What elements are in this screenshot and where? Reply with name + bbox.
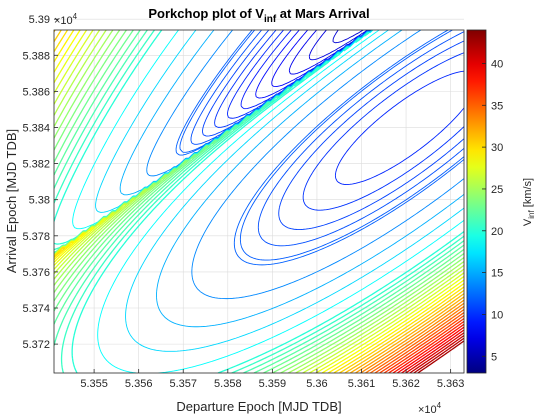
contour-line bbox=[54, 30, 464, 373]
y-axis-ticks: 5.372 5.374 5.376 5.378 5.38 5.382 5.384 5.386 5… bbox=[22, 14, 58, 351]
x-tick-label: 5.36 bbox=[306, 378, 327, 390]
colorbar-tick-label: 25 bbox=[491, 184, 503, 196]
x-axis-label: Departure Epoch [MJD TDB] bbox=[176, 399, 341, 414]
contour-line bbox=[417, 340, 464, 373]
y-axis-label: Arrival Epoch [MJD TDB] bbox=[4, 129, 19, 273]
colorbar-tick-label: 30 bbox=[491, 142, 503, 154]
x-axis-multiplier: ×104 bbox=[418, 401, 442, 416]
colorbar-tick-label: 10 bbox=[491, 309, 503, 321]
contour-line bbox=[369, 308, 464, 373]
contour-line bbox=[379, 315, 464, 373]
contour-line bbox=[396, 326, 464, 373]
colorbar-tick-label: 20 bbox=[491, 226, 503, 238]
contour-line bbox=[349, 296, 464, 373]
y-tick-label: 5.38 bbox=[29, 195, 50, 207]
colorbar-label: Vinf [km/s] bbox=[522, 178, 536, 226]
y-tick-label: 5.372 bbox=[22, 339, 50, 351]
y-tick-label: 5.384 bbox=[22, 122, 50, 134]
y-tick-label: 5.386 bbox=[22, 86, 50, 98]
colorbar-tick-label: 35 bbox=[491, 100, 503, 112]
y-tick-label: 5.378 bbox=[22, 231, 50, 243]
x-tick-label: 5.356 bbox=[125, 378, 153, 390]
contour-line bbox=[54, 30, 464, 373]
x-tick-label: 5.357 bbox=[169, 378, 197, 390]
x-tick-label: 5.355 bbox=[80, 378, 108, 390]
colorbar-tick-label: 15 bbox=[491, 268, 503, 280]
contour-line bbox=[332, 30, 364, 44]
x-tick-label: 5.363 bbox=[437, 378, 465, 390]
y-axis-multiplier: ×104 bbox=[54, 12, 78, 27]
colorbar-tick-label: 5 bbox=[491, 351, 497, 363]
x-tick-label: 5.359 bbox=[259, 378, 287, 390]
plot-frame bbox=[53, 29, 465, 374]
y-tick-label: 5.374 bbox=[22, 303, 50, 315]
x-tick-label: 5.361 bbox=[348, 378, 376, 390]
colorbar bbox=[466, 29, 487, 374]
y-tick-label: 5.376 bbox=[22, 267, 50, 279]
y-tick-label: 5.382 bbox=[22, 159, 50, 171]
chart-title: Porkchop plot of Vinf at Mars Arrival bbox=[148, 6, 369, 25]
grid-lines bbox=[54, 18, 464, 373]
x-tick-label: 5.358 bbox=[214, 378, 242, 390]
x-tick-label: 5.362 bbox=[392, 378, 420, 390]
y-tick-label: 5.388 bbox=[22, 50, 50, 62]
contour-line bbox=[405, 332, 464, 373]
y-tick-label: 5.39 bbox=[29, 14, 50, 26]
plot-background bbox=[54, 30, 464, 373]
x-axis-ticks: 5.355 5.356 5.357 5.358 5.359 5.36 5.361 5.362 5… bbox=[80, 369, 464, 390]
colorbar-tick-label: 40 bbox=[491, 58, 503, 70]
colorbar-ticks: 5 10 15 20 25 30 35 40 bbox=[482, 58, 503, 363]
contour-line bbox=[365, 305, 464, 373]
contour-line bbox=[409, 334, 464, 373]
contour-line bbox=[388, 320, 464, 373]
